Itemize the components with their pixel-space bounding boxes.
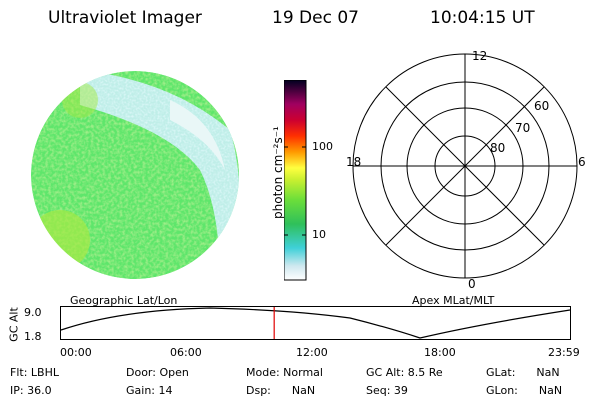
status-dsp: Dsp: NaN bbox=[246, 384, 316, 397]
status-flt: Flt: LBHL bbox=[10, 366, 59, 379]
date-label: 19 Dec 07 bbox=[272, 8, 359, 28]
timeline-tick-2: 12:00 bbox=[296, 346, 328, 359]
status-glat: GLat: NaN bbox=[486, 366, 560, 379]
timeline-y-max: 9.0 bbox=[24, 306, 42, 319]
colorbar-tick-10: 10 bbox=[312, 228, 326, 241]
lat-label-60: 60 bbox=[534, 99, 549, 113]
earth-uv-image bbox=[31, 71, 239, 279]
timeline-tick-3: 18:00 bbox=[424, 346, 456, 359]
mlt-label-0: 0 bbox=[468, 277, 476, 288]
mlt-label-12: 12 bbox=[472, 49, 487, 63]
altitude-curve bbox=[60, 307, 571, 339]
status-gc-alt: GC Alt: 8.5 Re bbox=[366, 366, 443, 379]
colorbar-tick-100: 100 bbox=[312, 140, 333, 153]
mlt-label-6: 6 bbox=[578, 155, 586, 169]
colorbar-unit-label: photon cm⁻²s⁻¹ bbox=[271, 126, 285, 219]
timeline-tick-1: 06:00 bbox=[170, 346, 202, 359]
app-title: Ultraviolet Imager bbox=[48, 8, 202, 28]
timeline-y-min: 1.8 bbox=[24, 330, 42, 343]
status-ip: IP: 36.0 bbox=[10, 384, 52, 397]
time-label: 10:04:15 UT bbox=[430, 8, 535, 28]
apex-label: Apex MLat/MLT bbox=[412, 294, 495, 307]
mlt-label-18: 18 bbox=[346, 155, 361, 169]
status-mode: Mode: Normal bbox=[246, 366, 323, 379]
status-door: Door: Open bbox=[126, 366, 189, 379]
colorbar bbox=[284, 80, 307, 281]
timeline-tick-4: 23:59 bbox=[548, 346, 580, 359]
status-seq: Seq: 39 bbox=[366, 384, 408, 397]
timeline-tick-0: 00:00 bbox=[60, 346, 92, 359]
status-glon: GLon: NaN bbox=[486, 384, 563, 397]
status-gain: Gain: 14 bbox=[126, 384, 173, 397]
timeline-plot bbox=[60, 306, 571, 340]
lat-label-70: 70 bbox=[515, 121, 530, 135]
geographic-label: Geographic Lat/Lon bbox=[70, 294, 178, 307]
timeline-axis-label: GC Alt bbox=[7, 307, 21, 342]
lat-label-80: 80 bbox=[490, 141, 505, 155]
polar-plot: 12 18 6 0 60 70 80 bbox=[346, 49, 586, 288]
